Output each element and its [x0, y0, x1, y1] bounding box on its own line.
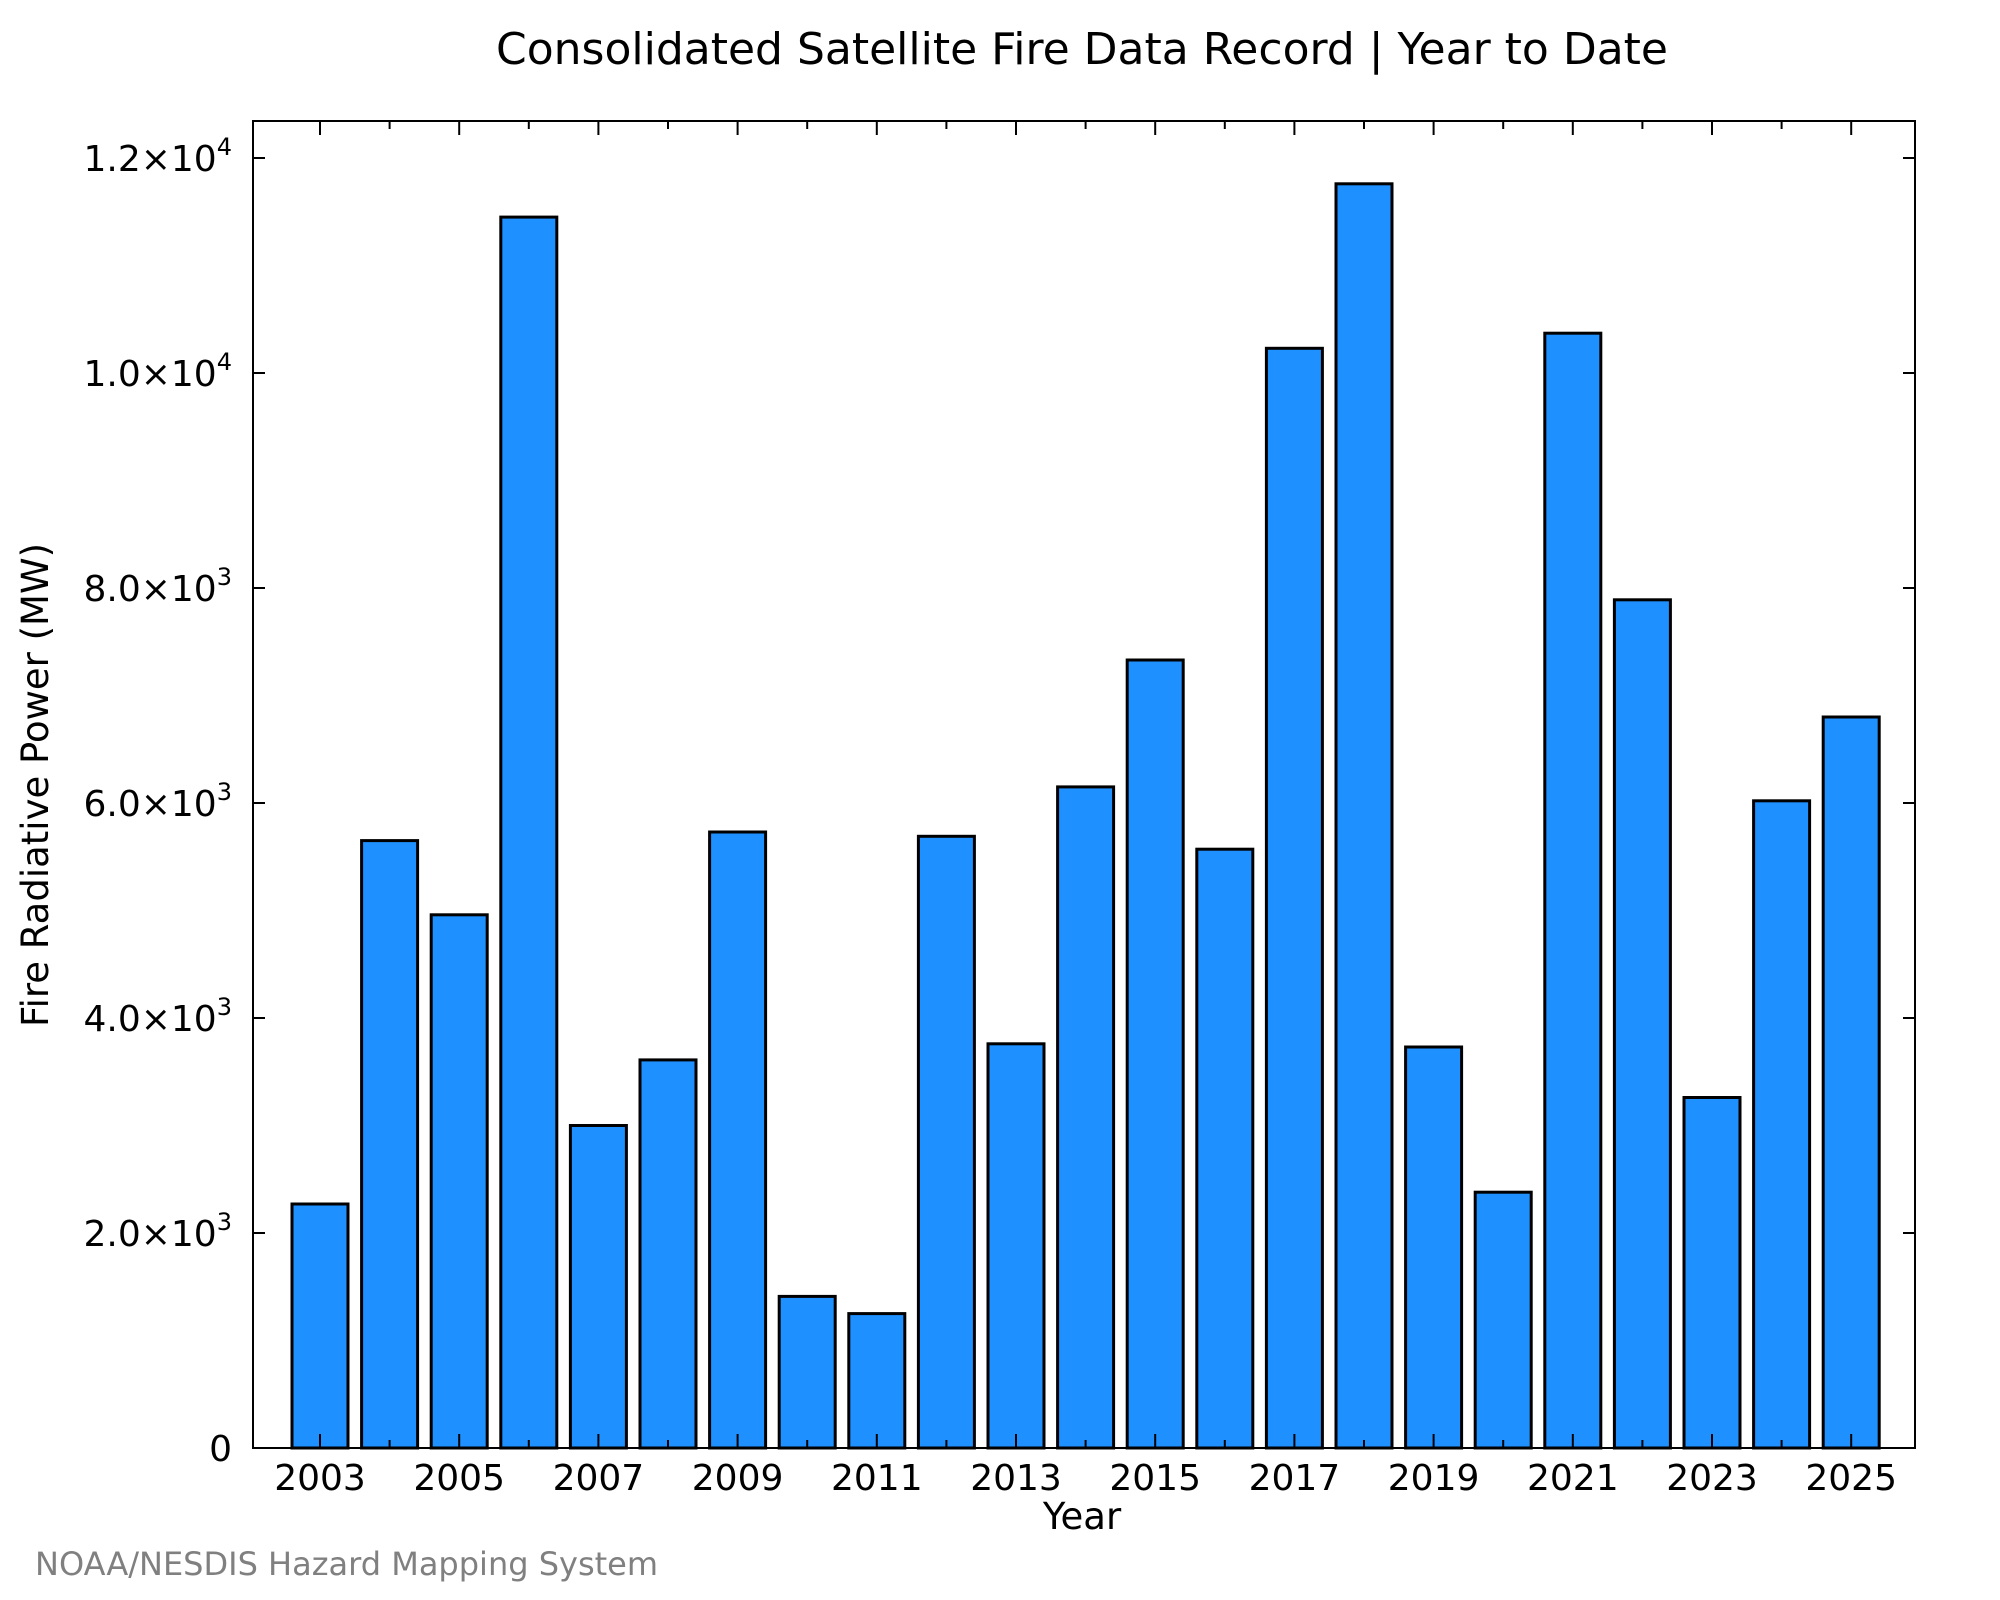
y-tick-label-12000: 1.2×104	[83, 133, 232, 180]
bar-2005	[429, 913, 489, 1450]
bar-2006	[499, 215, 559, 1450]
bar-2017	[1264, 346, 1324, 1450]
x-tick-label-2003: 2003	[274, 1458, 366, 1499]
y-axis-label: Fire Radiative Power (MW)	[14, 543, 57, 1027]
x-tick-label-2005: 2005	[413, 1458, 505, 1499]
x-tick-label-2025: 2025	[1805, 1458, 1897, 1499]
bar-2007	[568, 1124, 628, 1450]
x-axis-label: Year	[1042, 1495, 1122, 1538]
chart-title: Consolidated Satellite Fire Data Record …	[496, 24, 1668, 75]
y-tick-label-10000: 1.0×104	[83, 348, 232, 395]
bar-2020	[1473, 1190, 1533, 1450]
x-tick-label-2013: 2013	[970, 1458, 1062, 1499]
bar-2010	[777, 1294, 837, 1450]
y-tick-label-2000: 2.0×103	[83, 1208, 232, 1255]
y-tick-label-4000: 4.0×103	[83, 993, 232, 1040]
bar-2024	[1752, 799, 1812, 1450]
y-tick-label-6000: 6.0×103	[83, 778, 232, 825]
bar-2015	[1125, 658, 1185, 1450]
bar-2011	[847, 1312, 907, 1450]
bar-2009	[708, 830, 768, 1450]
bar-2019	[1404, 1045, 1464, 1450]
bar-2018	[1334, 182, 1394, 1450]
x-tick-label-2009: 2009	[692, 1458, 784, 1499]
y-axis: 0 2.0×103 4.0×103 6.0×103 8.0×103 1.0×104 1.2×…	[83, 133, 1915, 1470]
x-axis: 2003 2005 2007 2009 2011 2013 2015 2017 2019 2021…	[274, 121, 1897, 1499]
bar-2021	[1543, 331, 1603, 1450]
y-tick-label-0: 0	[209, 1429, 232, 1470]
x-tick-label-2023: 2023	[1666, 1458, 1758, 1499]
y-tick-label-8000: 8.0×103	[83, 563, 232, 610]
x-tick-label-2007: 2007	[553, 1458, 645, 1499]
x-tick-label-2021: 2021	[1527, 1458, 1619, 1499]
bar-2016	[1195, 847, 1255, 1450]
bar-2012	[916, 834, 976, 1450]
bar-2014	[1056, 785, 1116, 1450]
bar-2008	[638, 1058, 698, 1450]
bar-2022	[1612, 598, 1672, 1450]
x-tick-label-2017: 2017	[1249, 1458, 1341, 1499]
bar-2003	[290, 1202, 350, 1450]
bar-2004	[360, 839, 420, 1450]
bar-2025	[1821, 715, 1881, 1450]
bar-2013	[986, 1042, 1046, 1450]
x-tick-label-2011: 2011	[831, 1458, 923, 1499]
credit-text: NOAA/NESDIS Hazard Mapping System	[35, 1545, 658, 1583]
x-tick-label-2015: 2015	[1109, 1458, 1201, 1499]
x-tick-label-2019: 2019	[1388, 1458, 1480, 1499]
bar-group	[290, 182, 1881, 1450]
bar-2023	[1682, 1096, 1742, 1450]
